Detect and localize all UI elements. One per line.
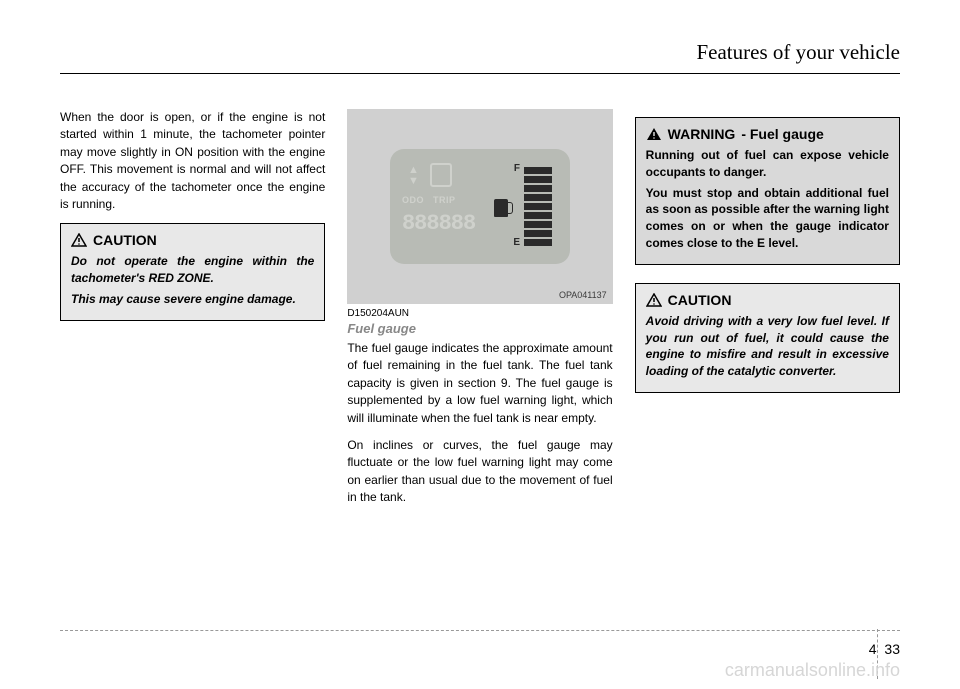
- warning-title: WARNING: [668, 126, 736, 142]
- trip-label: TRIP: [433, 195, 456, 205]
- page-header: Features of your vehicle: [60, 40, 900, 74]
- caution-title-2: CAUTION: [668, 292, 732, 308]
- caution-box-tachometer: CAUTION Do not operate the engine within…: [60, 223, 325, 320]
- odo-label: ODO: [402, 195, 424, 205]
- odo-trip-label: ODO TRIP: [402, 195, 456, 205]
- fuel-pump-icon: [494, 199, 514, 219]
- page-footer: 4 33: [869, 641, 900, 657]
- caution-title: CAUTION: [93, 232, 157, 248]
- figure-code: OPA041137: [559, 290, 607, 300]
- warning-text-2: You must stop and obtain additional fuel…: [646, 185, 889, 252]
- column-2: ▲▼ ODO TRIP 888888 F E: [347, 109, 612, 517]
- fuel-empty-label: E: [513, 237, 520, 248]
- footer-divider: [60, 630, 900, 631]
- fuel-level-bars: [524, 167, 552, 248]
- warning-title-row: WARNING - Fuel gauge: [646, 126, 889, 142]
- arrow-icons: ▲▼: [408, 165, 419, 187]
- caution-body-2: Avoid driving with a very low fuel level…: [646, 313, 889, 380]
- lcd-inner: ▲▼ ODO TRIP 888888 F E: [402, 161, 558, 252]
- warning-subtitle: - Fuel gauge: [741, 126, 823, 142]
- manual-page: Features of your vehicle When the door i…: [0, 0, 960, 689]
- fuel-gauge-figure: ▲▼ ODO TRIP 888888 F E: [347, 109, 612, 304]
- watermark-text: carmanualsonline.info: [725, 660, 900, 681]
- caution-box-fuel: CAUTION Avoid driving with a very low fu…: [635, 283, 900, 393]
- warning-box-fuel: WARNING - Fuel gauge Running out of fuel…: [635, 117, 900, 265]
- caution-text-2: This may cause severe engine damage.: [71, 291, 314, 308]
- content-columns: When the door is open, or if the engine …: [60, 109, 900, 517]
- column-1: When the door is open, or if the engine …: [60, 109, 325, 517]
- caution-text-fuel: Avoid driving with a very low fuel level…: [646, 313, 889, 380]
- warning-body: Running out of fuel can expose vehicle o…: [646, 147, 889, 252]
- odometer-digits: 888888: [402, 211, 475, 236]
- chapter-number: 4: [869, 641, 877, 657]
- column-3: WARNING - Fuel gauge Running out of fuel…: [635, 109, 900, 517]
- caution-body: Do not operate the engine within the tac…: [71, 253, 314, 307]
- lcd-display: ▲▼ ODO TRIP 888888 F E: [390, 149, 570, 264]
- fuel-full-label: F: [514, 163, 520, 174]
- fuel-gauge-heading: Fuel gauge: [347, 321, 612, 336]
- caution-text-1: Do not operate the engine within the tac…: [71, 253, 314, 287]
- warning-triangle-icon: [646, 127, 662, 141]
- tachometer-note: When the door is open, or if the engine …: [60, 109, 325, 213]
- fuel-gauge-para-2: On inclines or curves, the fuel gauge ma…: [347, 437, 612, 507]
- caution-title-row: CAUTION: [71, 232, 314, 248]
- door-icon: [430, 163, 452, 187]
- fuel-gauge-para-1: The fuel gauge indicates the approximate…: [347, 340, 612, 427]
- warning-triangle-icon: [646, 293, 662, 307]
- caution-title-row-2: CAUTION: [646, 292, 889, 308]
- warning-triangle-icon: [71, 233, 87, 247]
- section-code: D150204AUN: [347, 308, 612, 319]
- warning-text-1: Running out of fuel can expose vehicle o…: [646, 147, 889, 181]
- page-number: 33: [884, 641, 900, 657]
